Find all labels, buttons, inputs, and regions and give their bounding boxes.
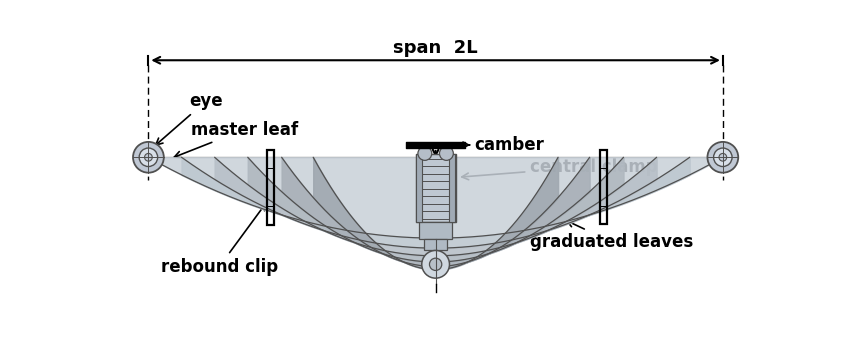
Bar (450, 154, 455, 222)
Text: rebound clip: rebound clip (161, 203, 278, 275)
Bar (419, 222, 452, 239)
Circle shape (144, 153, 152, 161)
Text: camber: camber (474, 136, 544, 154)
Circle shape (133, 142, 164, 173)
Text: eye: eye (156, 92, 223, 145)
Circle shape (714, 148, 732, 166)
Circle shape (719, 153, 727, 161)
Circle shape (139, 148, 157, 166)
Text: master leaf: master leaf (174, 121, 298, 158)
Circle shape (707, 142, 739, 173)
Circle shape (418, 147, 432, 160)
Text: graduated leaves: graduated leaves (530, 221, 694, 251)
Circle shape (422, 251, 450, 278)
Bar (267, 149, 274, 225)
Circle shape (429, 258, 442, 270)
Bar (416, 154, 422, 222)
Circle shape (439, 147, 453, 160)
Text: central clamp: central clamp (462, 157, 658, 180)
Text: span  2L: span 2L (394, 39, 478, 57)
Bar (416, 154, 456, 222)
Bar (600, 149, 607, 225)
Bar (424, 239, 447, 251)
